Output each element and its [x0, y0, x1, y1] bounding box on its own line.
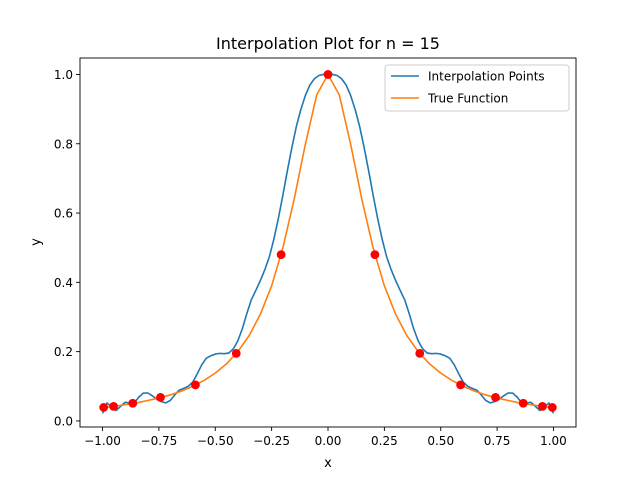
- interpolation-node-point: [231, 348, 241, 358]
- x-tick-label: 0.00: [315, 434, 342, 448]
- interpolation-node-point: [276, 250, 286, 260]
- interpolation-node-point: [456, 380, 465, 390]
- interpolation-node-point: [518, 398, 528, 408]
- y-tick-label: 0.8: [54, 137, 73, 151]
- interpolation-node-point: [491, 392, 500, 402]
- plot-layer: −1.00 −0.75 −0.50 −0.25 0.00 0.25 0.50 0.75 1.00…: [54, 57, 577, 448]
- x-tick-label: −0.50: [197, 434, 234, 448]
- y-axis-label: y: [29, 238, 44, 246]
- x-tick-label: 1.00: [540, 434, 567, 448]
- interpolation-node-point: [538, 401, 547, 411]
- y-tick-label: 0.4: [54, 276, 73, 290]
- chart-title: Interpolation Plot for n = 15: [216, 34, 440, 53]
- legend: Interpolation Points True Function: [384, 64, 570, 112]
- x-tick-label: 0.25: [371, 434, 398, 448]
- legend-label-1: Interpolation Points: [428, 70, 545, 84]
- x-tick-label: −1.00: [84, 434, 121, 448]
- interpolation-node-point: [109, 401, 118, 411]
- interpolation-node-point: [128, 398, 138, 408]
- y-tick-label: 0.6: [54, 207, 73, 221]
- y-tick-label: 0.2: [54, 345, 73, 359]
- interpolation-node-point: [99, 403, 109, 412]
- x-tick-label: 0.75: [484, 434, 511, 448]
- x-tick-label: −0.25: [253, 434, 290, 448]
- interpolation-node-point: [415, 348, 425, 358]
- y-tick-label: 0.0: [54, 414, 73, 428]
- interpolation-node-point: [370, 250, 380, 260]
- interpolation-node-point: [323, 70, 333, 79]
- y-tick-label: 1.0: [54, 68, 73, 82]
- interpolation-node-point: [156, 392, 165, 402]
- x-axis-label: x: [324, 456, 332, 471]
- legend-label-2: True Function: [427, 92, 508, 106]
- interpolation-node-point: [547, 403, 557, 412]
- x-tick-label: −0.75: [141, 434, 178, 448]
- interpolation-node-point: [191, 380, 200, 390]
- legend-box: [384, 64, 570, 112]
- x-tick-label: 0.50: [427, 434, 454, 448]
